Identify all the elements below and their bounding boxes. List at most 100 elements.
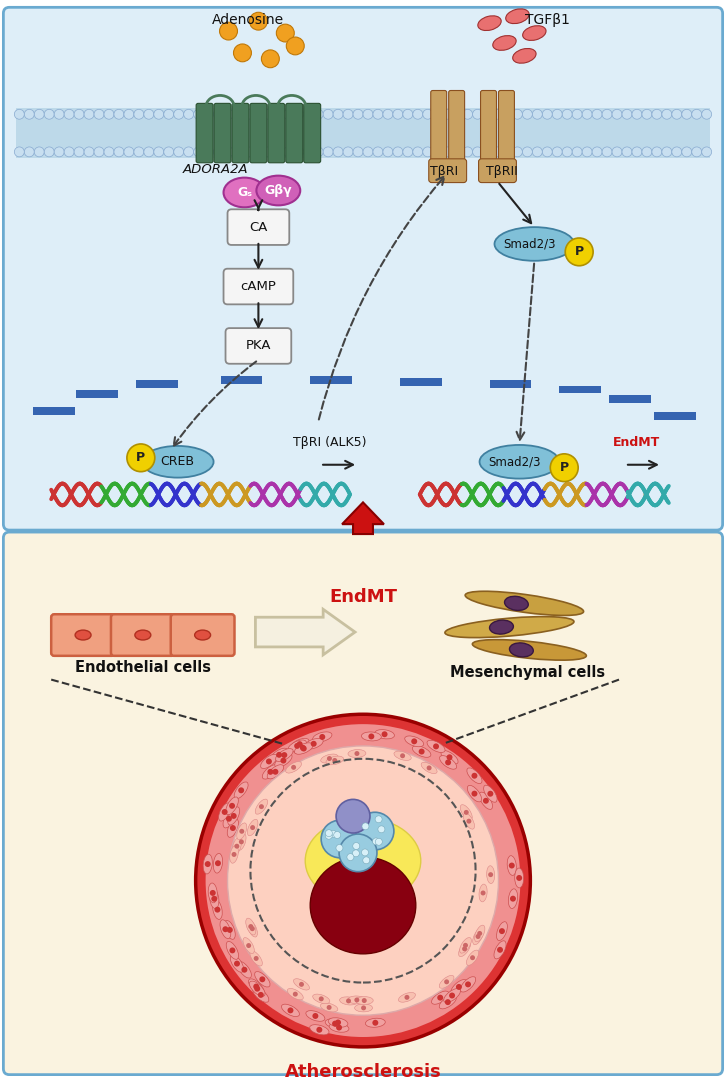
FancyBboxPatch shape [431, 90, 446, 166]
Circle shape [483, 146, 492, 157]
Circle shape [253, 146, 264, 157]
Ellipse shape [306, 1010, 325, 1021]
Circle shape [114, 110, 124, 119]
Circle shape [513, 146, 523, 157]
Ellipse shape [399, 993, 415, 1003]
Bar [76, 391, 118, 398]
Circle shape [682, 110, 692, 119]
Circle shape [213, 146, 224, 157]
Ellipse shape [220, 920, 231, 939]
FancyBboxPatch shape [303, 103, 321, 163]
Ellipse shape [484, 786, 497, 802]
Ellipse shape [325, 1019, 345, 1029]
FancyBboxPatch shape [286, 103, 303, 163]
Circle shape [227, 927, 233, 933]
Ellipse shape [226, 797, 238, 815]
Circle shape [393, 110, 403, 119]
Circle shape [346, 998, 351, 1004]
Circle shape [368, 733, 375, 739]
Ellipse shape [480, 445, 559, 478]
Ellipse shape [412, 745, 431, 757]
FancyBboxPatch shape [449, 90, 465, 166]
Ellipse shape [227, 942, 239, 959]
Circle shape [403, 146, 413, 157]
Circle shape [336, 844, 343, 852]
Ellipse shape [431, 991, 449, 1005]
Circle shape [54, 110, 64, 119]
Circle shape [336, 1024, 342, 1031]
FancyBboxPatch shape [250, 103, 267, 163]
Ellipse shape [253, 987, 269, 1003]
Circle shape [682, 146, 692, 157]
Circle shape [44, 146, 54, 157]
Circle shape [423, 110, 433, 119]
Circle shape [612, 146, 622, 157]
Ellipse shape [394, 751, 411, 761]
Text: ADORA2A: ADORA2A [183, 163, 248, 176]
Circle shape [293, 110, 303, 119]
FancyBboxPatch shape [4, 8, 722, 531]
Circle shape [124, 146, 134, 157]
Circle shape [229, 803, 235, 808]
Circle shape [444, 980, 449, 984]
Ellipse shape [460, 937, 471, 953]
Ellipse shape [505, 597, 529, 611]
FancyBboxPatch shape [268, 103, 285, 163]
Circle shape [303, 146, 313, 157]
Circle shape [463, 943, 468, 948]
Circle shape [372, 1020, 378, 1025]
Ellipse shape [271, 749, 287, 762]
Circle shape [523, 110, 532, 119]
Circle shape [487, 791, 494, 796]
Circle shape [363, 110, 373, 119]
Circle shape [373, 110, 383, 119]
Circle shape [15, 110, 24, 119]
Ellipse shape [290, 738, 309, 750]
Ellipse shape [365, 1018, 386, 1027]
Bar [310, 375, 352, 384]
Circle shape [300, 744, 306, 751]
Circle shape [353, 110, 363, 119]
Circle shape [462, 146, 473, 157]
Circle shape [203, 110, 213, 119]
Circle shape [652, 146, 662, 157]
Circle shape [194, 110, 203, 119]
Circle shape [64, 146, 74, 157]
Circle shape [413, 146, 423, 157]
Circle shape [272, 769, 278, 775]
Circle shape [692, 110, 702, 119]
Circle shape [234, 844, 240, 848]
Ellipse shape [255, 971, 270, 987]
Circle shape [54, 146, 64, 157]
Circle shape [419, 749, 425, 754]
Circle shape [433, 743, 439, 750]
Circle shape [372, 838, 380, 845]
Circle shape [497, 947, 503, 953]
Circle shape [34, 146, 44, 157]
Circle shape [373, 146, 383, 157]
Circle shape [114, 146, 124, 157]
Circle shape [64, 110, 74, 119]
Circle shape [226, 816, 232, 821]
Ellipse shape [451, 980, 467, 994]
Ellipse shape [340, 997, 357, 1005]
Circle shape [582, 146, 592, 157]
Circle shape [44, 110, 54, 119]
Ellipse shape [506, 9, 529, 24]
Circle shape [224, 110, 234, 119]
Circle shape [254, 986, 260, 992]
Circle shape [492, 110, 502, 119]
Circle shape [250, 12, 267, 30]
Circle shape [552, 110, 562, 119]
FancyBboxPatch shape [4, 532, 722, 1074]
Text: TGFβ1: TGFβ1 [525, 13, 570, 27]
Circle shape [327, 1005, 332, 1010]
FancyBboxPatch shape [232, 103, 249, 163]
Ellipse shape [203, 854, 212, 873]
Circle shape [154, 146, 164, 157]
Circle shape [427, 765, 432, 770]
Circle shape [622, 110, 632, 119]
Circle shape [335, 1020, 341, 1025]
Bar [221, 375, 262, 384]
Circle shape [184, 146, 194, 157]
